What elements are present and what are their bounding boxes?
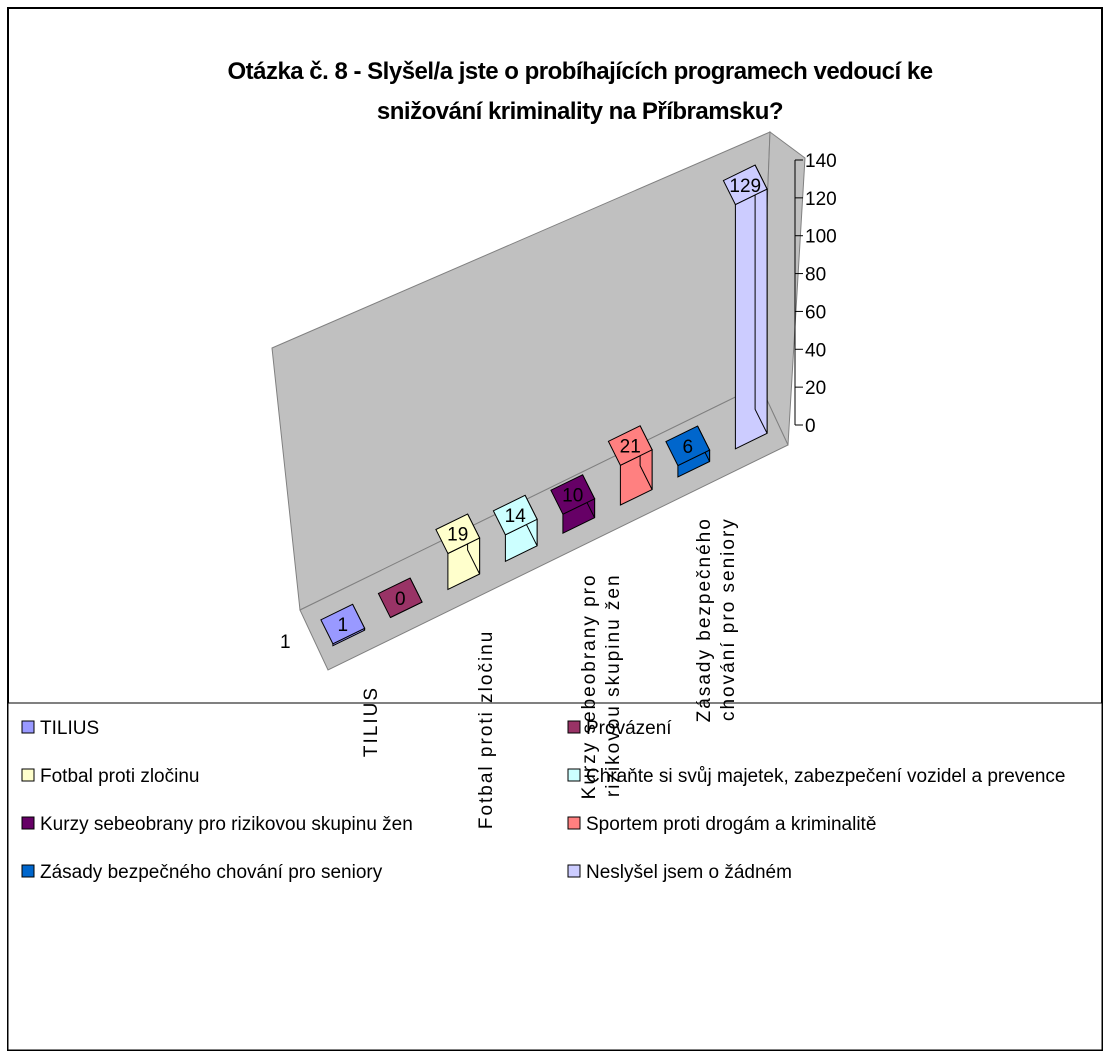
bar-top: [320, 603, 366, 645]
bar: [607, 425, 653, 506]
legend-swatch: [567, 720, 581, 734]
bar: [722, 164, 768, 450]
legend-box: [7, 702, 1103, 1051]
bar: [435, 513, 481, 591]
y-tick-label: 140: [805, 151, 837, 172]
y-tick-label: 120: [805, 189, 837, 210]
legend-swatch: [567, 816, 581, 830]
value-label: 0: [395, 589, 406, 610]
legend-swatch: [21, 816, 35, 830]
legend-swatch: [21, 864, 35, 878]
category-label: 1: [280, 632, 291, 653]
legend-label: Neslyšel jsem o žádném: [586, 862, 792, 883]
bar-top: [492, 494, 538, 536]
y-tick-label: 40: [805, 340, 826, 361]
bar-top: [722, 164, 768, 206]
series-axis-label: TILIUS: [361, 686, 382, 757]
y-tick-label: 80: [805, 265, 826, 286]
legend-swatch: [567, 768, 581, 782]
series-axis-label: Zásady bezpečného chování pro seniory: [694, 517, 739, 722]
floor: [299, 384, 789, 671]
chart-title: Otázka č. 8 - Slyšel/a jste o probíhajíc…: [227, 58, 933, 125]
label-line: rizikovou skupinu žen: [603, 573, 624, 797]
value-label: 129: [729, 176, 761, 197]
value-label: 19: [447, 525, 468, 546]
legend-swatch: [21, 720, 35, 734]
y-tick-label: 60: [805, 302, 826, 323]
bar-top: [377, 577, 423, 619]
bar: [377, 577, 423, 619]
value-label: 6: [682, 437, 693, 458]
label-line: Kurzy sebeobrany pro: [579, 573, 600, 799]
label-line: Zásady bezpečného: [694, 517, 715, 722]
value-label: 14: [505, 506, 527, 527]
y-tick-label: 100: [805, 227, 837, 248]
value-label: 1: [337, 615, 348, 636]
legend-label: Chraňte si svůj majetek, zabezpečení voz…: [586, 766, 1065, 787]
bar-side: [754, 164, 768, 434]
value-label: 10: [562, 486, 583, 507]
y-tick-label: 20: [805, 378, 826, 399]
legend-label: Zásady bezpečného chování pro seniory: [40, 862, 383, 883]
bar-top: [607, 425, 653, 466]
bar-top: [435, 513, 481, 555]
legend-swatch: [567, 864, 581, 878]
legend-label: Provázení: [586, 718, 672, 739]
bar: [550, 474, 596, 535]
y-tick-label: 0: [805, 416, 816, 437]
legend-label: Kurzy sebeobrany pro rizikovou skupinu ž…: [40, 814, 413, 835]
series-axis-label: Kurzy sebeobrany pro rizikovou skupinu že…: [579, 573, 624, 799]
bar: [665, 425, 711, 478]
label-line: chování pro seniory: [718, 517, 739, 721]
legend-label: Sportem proti drogám a kriminalitě: [586, 814, 876, 835]
series-axis-label: Fotbal proti zločinu: [476, 630, 497, 829]
bar: [492, 494, 538, 563]
label-line: Fotbal proti zločinu: [476, 630, 497, 829]
bar-top: [665, 425, 711, 467]
label-line: TILIUS: [361, 686, 382, 757]
legend-label: TILIUS: [40, 718, 99, 739]
bar-top: [550, 474, 596, 515]
legend-label: Fotbal proti zločinu: [40, 766, 199, 787]
bar: [320, 603, 366, 647]
legend-swatch: [21, 768, 35, 782]
value-label: 21: [620, 437, 641, 458]
